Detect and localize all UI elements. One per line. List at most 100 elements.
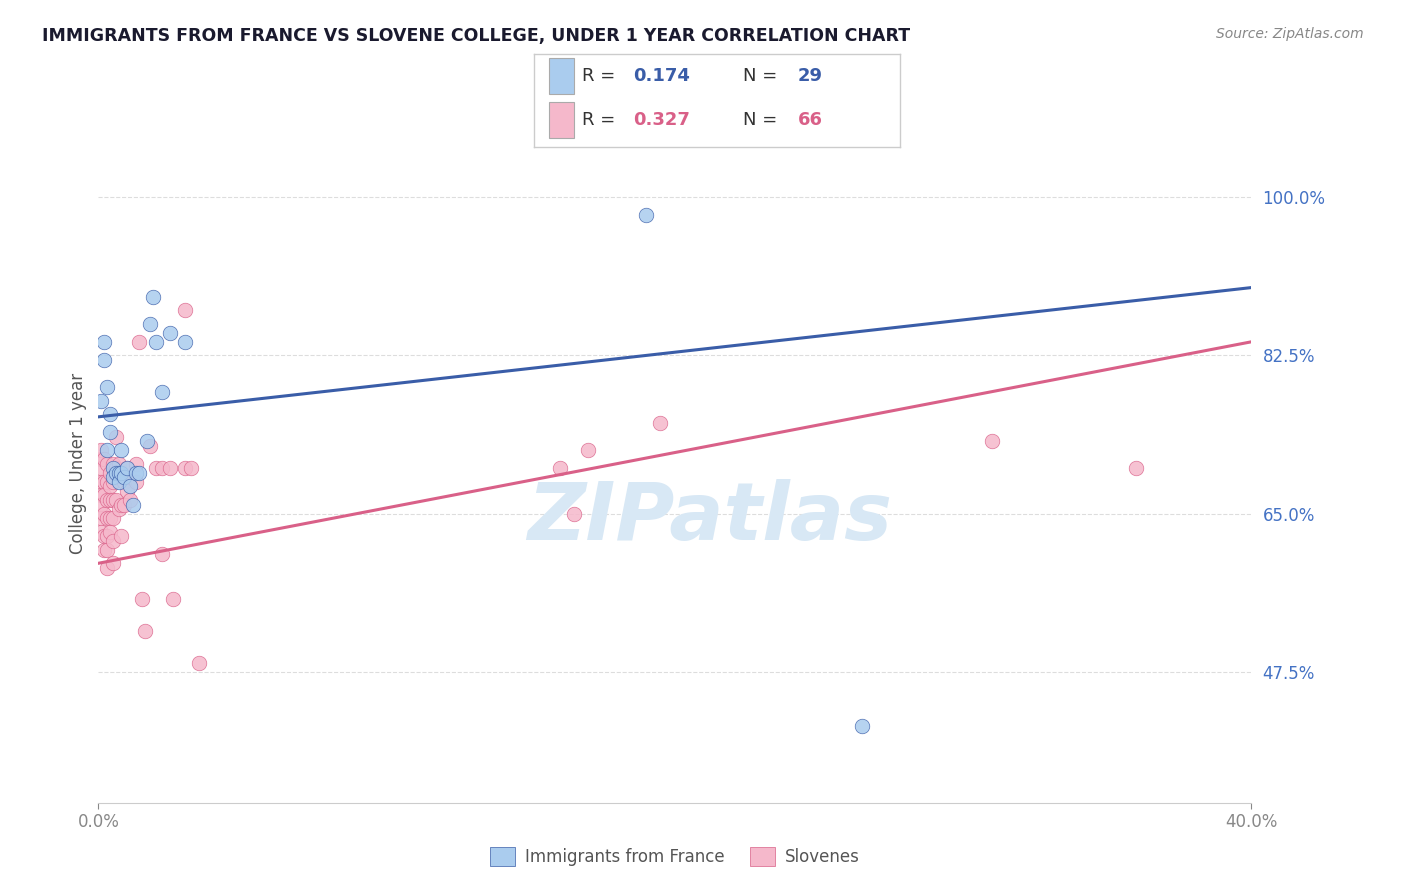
Point: [636, 208, 658, 222]
Point: [93, 542, 115, 557]
Point: [150, 461, 173, 475]
Point: [93, 475, 115, 489]
Point: [90, 524, 112, 539]
Point: [120, 479, 142, 493]
Point: [96, 493, 118, 508]
Point: [117, 461, 138, 475]
Text: 29: 29: [797, 67, 823, 85]
Point: [101, 493, 124, 508]
Point: [851, 719, 873, 733]
Text: ZIPatlas: ZIPatlas: [527, 479, 891, 558]
Point: [104, 466, 127, 480]
Point: [562, 507, 585, 521]
Point: [174, 334, 197, 349]
Point: [125, 457, 148, 471]
Point: [96, 380, 118, 394]
Point: [110, 466, 132, 480]
Point: [98, 425, 121, 440]
Point: [96, 475, 118, 489]
Point: [93, 507, 115, 521]
Point: [548, 461, 571, 475]
Point: [136, 434, 159, 449]
Point: [101, 470, 124, 484]
Point: [96, 561, 118, 575]
Point: [98, 511, 121, 525]
Point: [981, 434, 1004, 449]
Text: Source: ZipAtlas.com: Source: ZipAtlas.com: [1216, 27, 1364, 41]
Point: [150, 384, 173, 399]
Text: 0.327: 0.327: [633, 111, 690, 129]
Point: [142, 290, 165, 304]
Point: [122, 498, 145, 512]
Point: [93, 452, 115, 467]
Point: [98, 466, 121, 480]
Point: [159, 326, 181, 340]
Point: [93, 488, 115, 502]
Point: [101, 457, 124, 471]
Point: [101, 556, 124, 570]
Point: [90, 475, 112, 489]
Point: [150, 547, 173, 561]
Point: [139, 317, 162, 331]
Point: [107, 475, 129, 489]
Point: [110, 529, 132, 543]
Point: [90, 488, 112, 502]
Point: [90, 393, 112, 408]
Point: [578, 443, 600, 458]
Point: [93, 529, 115, 543]
Point: [107, 466, 129, 480]
Y-axis label: College, Under 1 year: College, Under 1 year: [69, 373, 87, 555]
Point: [145, 334, 167, 349]
Point: [110, 498, 132, 512]
Text: R =: R =: [582, 111, 621, 129]
Point: [98, 407, 121, 421]
Point: [174, 303, 197, 318]
Point: [107, 502, 129, 516]
Point: [112, 475, 135, 489]
FancyBboxPatch shape: [548, 58, 575, 94]
Text: 66: 66: [797, 111, 823, 129]
Point: [98, 524, 121, 539]
Point: [145, 461, 167, 475]
Point: [90, 443, 112, 458]
Point: [107, 457, 129, 471]
Point: [104, 493, 127, 508]
Point: [174, 461, 197, 475]
Text: N =: N =: [742, 111, 783, 129]
Legend: Immigrants from France, Slovenes: Immigrants from France, Slovenes: [484, 840, 866, 872]
Point: [159, 461, 181, 475]
Point: [96, 457, 118, 471]
Point: [117, 483, 138, 498]
Point: [125, 475, 148, 489]
Point: [131, 592, 153, 607]
Point: [1125, 461, 1147, 475]
Point: [128, 466, 150, 480]
Point: [112, 470, 135, 484]
Point: [180, 461, 202, 475]
Point: [110, 466, 132, 480]
Point: [650, 416, 672, 430]
Text: 0.174: 0.174: [633, 67, 690, 85]
Point: [90, 511, 112, 525]
Point: [101, 533, 124, 548]
Point: [112, 498, 135, 512]
Point: [101, 461, 124, 475]
Point: [90, 461, 112, 475]
Point: [110, 443, 132, 458]
Text: IMMIGRANTS FROM FRANCE VS SLOVENE COLLEGE, UNDER 1 YEAR CORRELATION CHART: IMMIGRANTS FROM FRANCE VS SLOVENE COLLEG…: [42, 27, 910, 45]
Point: [93, 352, 115, 367]
Point: [117, 461, 138, 475]
Point: [96, 529, 118, 543]
Point: [104, 430, 127, 444]
Text: R =: R =: [582, 67, 621, 85]
Point: [96, 511, 118, 525]
Point: [134, 624, 156, 638]
Point: [125, 466, 148, 480]
Text: N =: N =: [742, 67, 783, 85]
Point: [90, 452, 112, 467]
Point: [96, 443, 118, 458]
Point: [139, 439, 162, 453]
Point: [96, 542, 118, 557]
Point: [162, 592, 184, 607]
Point: [104, 461, 127, 475]
